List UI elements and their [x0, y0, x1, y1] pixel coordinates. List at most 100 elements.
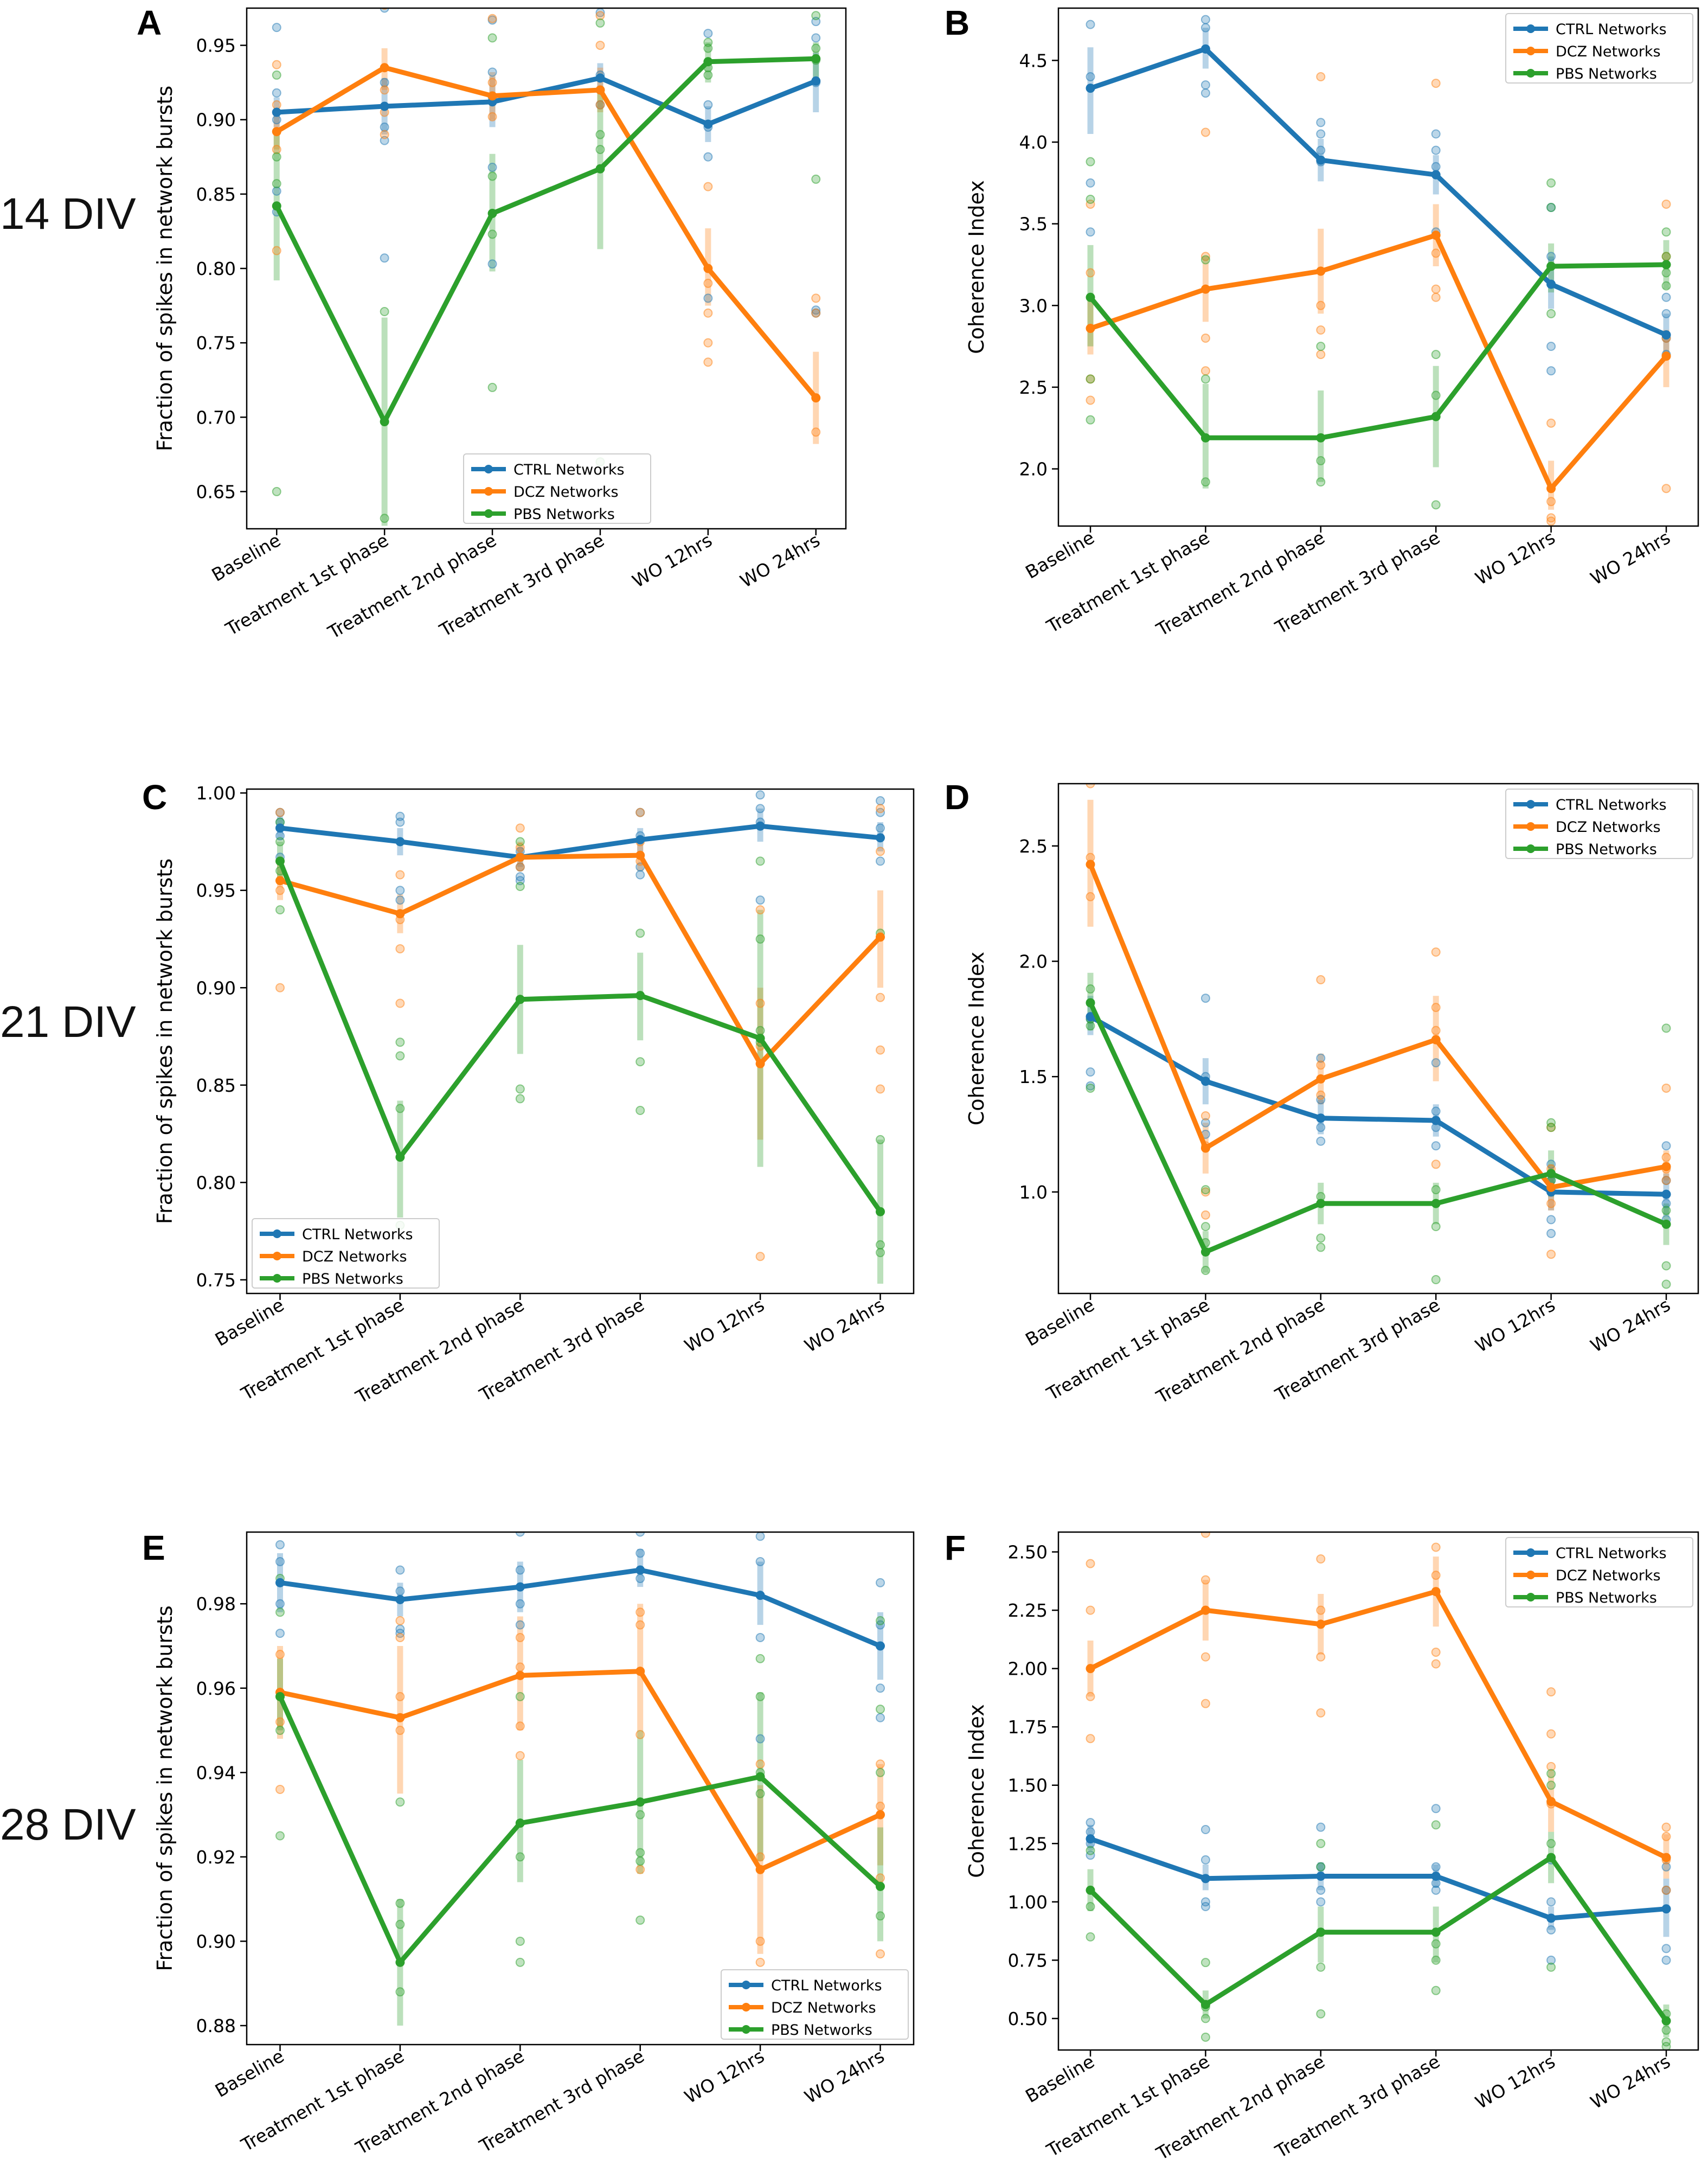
y-tick-label-d-3: 2.5 [1019, 836, 1048, 857]
data-point-e-s0-4-1 [755, 1556, 765, 1566]
data-point-b-s1-2-1 [1316, 300, 1326, 310]
mean-marker-e-s1-3 [635, 1667, 645, 1676]
axes-frame-e [246, 1531, 915, 2046]
data-point-f-s1-1-1 [1200, 1575, 1210, 1585]
data-point-d-s2-5-1 [1661, 1206, 1671, 1215]
mean-marker-b-s0-5 [1661, 330, 1671, 340]
plot-area-a [272, 8, 821, 529]
data-point-e-s2-0-1 [275, 1607, 285, 1617]
y-tick-label-f-1: 0.75 [1008, 1950, 1048, 1971]
y-tick-label-c-3: 0.90 [196, 977, 236, 998]
data-point-f-s0-3-0 [1431, 1804, 1441, 1814]
data-point-b-s2-0-2 [1086, 374, 1095, 384]
data-point-e-s1-4-1 [755, 1852, 765, 1862]
data-point-b-s0-3-2 [1431, 162, 1441, 171]
y-tick-label-f-7: 2.25 [1008, 1600, 1048, 1621]
y-tick-label-b-4: 4.0 [1019, 132, 1048, 153]
data-point-f-s1-0-2 [1086, 1692, 1095, 1701]
data-point-f-s0-1-1 [1200, 1855, 1210, 1865]
y-tick-label-b-3: 3.5 [1019, 214, 1048, 235]
data-point-b-s2-2-2 [1316, 477, 1326, 487]
data-point-f-s0-0-3 [1086, 1850, 1095, 1860]
mean-marker-d-s2-2 [1316, 1199, 1326, 1208]
mean-marker-c-s0-1 [395, 837, 405, 847]
plot-area-b [1086, 15, 1671, 526]
data-point-a-s1-3-0 [595, 11, 605, 21]
y-axis-label-e: Fraction of spikes in network bursts [153, 1605, 177, 1971]
data-point-b-s2-2-0 [1316, 342, 1326, 351]
data-point-d-s1-0-0 [1086, 784, 1095, 789]
data-point-e-s2-3-0 [635, 1810, 645, 1820]
data-point-c-s2-1-0 [395, 1037, 405, 1047]
y-tick-label-e-3: 0.94 [196, 1762, 236, 1783]
legend-a: CTRL Networks DCZ Networks PBS Networks [463, 453, 651, 524]
legend-marker-d-s1 [1526, 822, 1535, 831]
data-point-f-s1-4-0 [1546, 1687, 1556, 1697]
data-point-d-s0-3-0 [1431, 1058, 1441, 1068]
data-point-e-s0-1-0 [395, 1565, 405, 1575]
data-point-a-s2-4-3 [703, 70, 713, 80]
data-point-b-s2-2-1 [1316, 456, 1326, 465]
data-point-a-s0-5-1 [811, 33, 821, 43]
data-point-e-s1-3-1 [635, 1620, 645, 1630]
mean-marker-d-s0-2 [1316, 1113, 1326, 1123]
data-point-b-s0-4-3 [1546, 366, 1556, 376]
panel-letter-d: D [945, 778, 969, 817]
data-point-a-s1-0-2 [272, 145, 281, 155]
data-point-d-s2-5-0 [1661, 1023, 1671, 1033]
data-point-f-s1-3-2 [1431, 1648, 1441, 1657]
mean-marker-a-s1-0 [272, 127, 281, 137]
legend-e: CTRL Networks DCZ Networks PBS Networks [721, 1969, 909, 2040]
data-point-c-s0-4-1 [755, 804, 765, 813]
mean-marker-b-s0-0 [1086, 84, 1095, 93]
data-point-e-s1-3-2 [635, 1729, 645, 1739]
data-point-f-s0-1-2 [1200, 1897, 1210, 1907]
mean-marker-d-s1-2 [1316, 1074, 1326, 1084]
data-point-f-s0-2-2 [1316, 1885, 1326, 1895]
mean-marker-a-s2-0 [272, 201, 281, 211]
plot-area-c [275, 790, 885, 1284]
mean-marker-f-s0-0 [1086, 1834, 1095, 1844]
data-point-c-s2-4-1 [755, 934, 765, 944]
data-point-f-s2-3-3 [1431, 1985, 1441, 1995]
data-point-a-s0-4-4 [703, 293, 713, 303]
data-point-a-s1-2-2 [487, 112, 497, 121]
data-point-d-s1-3-3 [1431, 1160, 1441, 1169]
y-tick-label-a-5: 0.90 [196, 110, 236, 131]
series-line-e-s1 [279, 1669, 882, 1872]
data-point-e-s1-0-0 [275, 1650, 285, 1660]
data-point-a-s1-3-1 [595, 41, 605, 50]
data-point-d-s0-3-3 [1431, 1141, 1441, 1151]
data-point-c-s2-2-0 [515, 837, 525, 847]
y-axis-label-a: Fraction of spikes in network bursts [153, 86, 177, 451]
data-point-c-s2-3-0 [635, 928, 645, 938]
y-tick-label-f-2: 1.00 [1008, 1892, 1048, 1913]
mean-marker-f-s1-0 [1086, 1664, 1095, 1674]
data-point-c-s1-5-2 [876, 992, 885, 1002]
mean-marker-b-s1-4 [1546, 484, 1556, 494]
legend-label-e-s0: CTRL Networks [771, 1977, 882, 1994]
data-point-e-s1-4-0 [755, 1759, 765, 1769]
legend-box-d [1505, 789, 1693, 859]
data-point-f-s1-5-0 [1661, 1822, 1671, 1832]
data-point-f-s1-5-1 [1661, 1831, 1671, 1841]
mean-marker-b-s2-4 [1546, 261, 1556, 271]
mean-marker-f-s0-1 [1200, 1874, 1210, 1884]
data-point-a-s2-4-1 [703, 43, 713, 53]
data-point-e-s0-2-1 [515, 1565, 525, 1575]
legend-marker-a-s0 [484, 465, 493, 473]
legend-label-f-s1: DCZ Networks [1556, 1567, 1661, 1584]
mean-marker-b-s0-3 [1431, 170, 1441, 180]
data-point-a-s0-0-3 [272, 186, 281, 196]
mean-marker-a-s0-4 [703, 119, 713, 129]
data-point-f-s2-3-2 [1431, 1955, 1441, 1965]
data-point-c-s0-4-0 [755, 790, 765, 800]
series-line-f-s2 [1088, 1855, 1668, 2022]
series-line-b-s1 [1089, 233, 1668, 491]
data-point-a-s2-2-1 [487, 171, 497, 181]
mean-marker-b-s1-2 [1316, 266, 1326, 276]
data-point-c-s2-5-2 [876, 1240, 885, 1250]
data-point-f-s2-2-0 [1316, 1839, 1326, 1848]
data-point-a-s0-5-3 [811, 305, 821, 315]
data-point-d-s0-5-0 [1661, 1141, 1671, 1151]
